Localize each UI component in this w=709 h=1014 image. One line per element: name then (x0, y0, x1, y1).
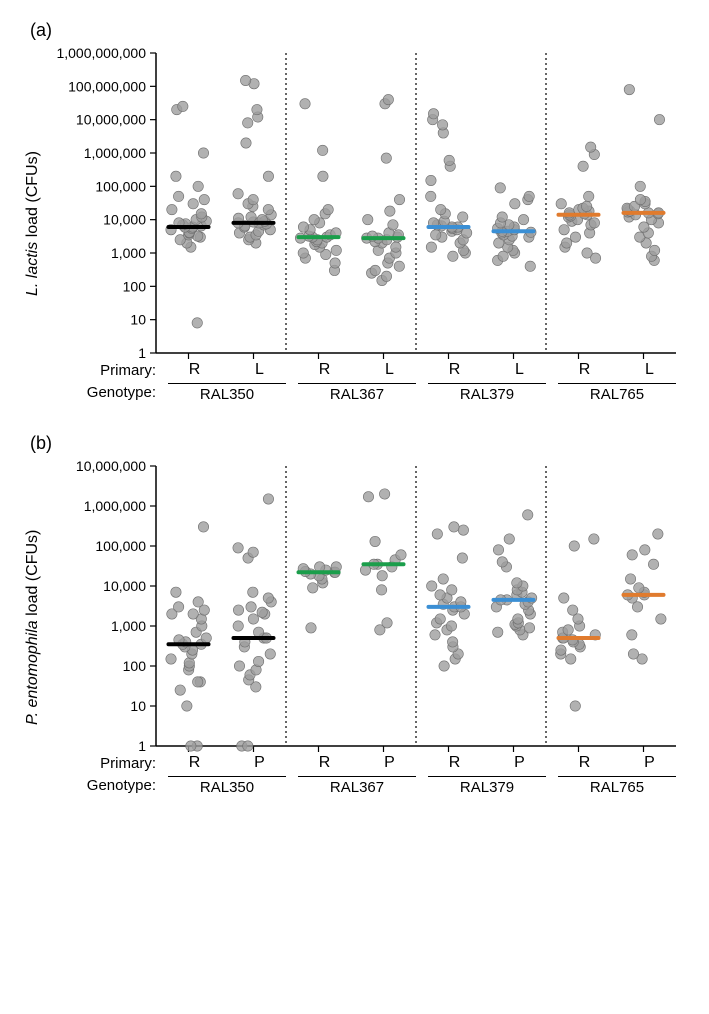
genotype-values: RAL350 RAL367 RAL379 RAL765 (162, 383, 682, 403)
svg-text:1: 1 (138, 738, 146, 752)
primary-level: R (552, 361, 617, 379)
genotype-underline (558, 776, 676, 777)
genotype-label: RAL765 (552, 383, 682, 403)
genotype-label: RAL367 (292, 383, 422, 403)
svg-text:1,000,000,000: 1,000,000,000 (56, 45, 146, 61)
panel-b-ylabel: P. entomophila load (CFUs) (20, 458, 46, 796)
svg-text:10: 10 (130, 698, 146, 714)
primary-level: R (162, 361, 227, 379)
panel-b: (b) P. entomophila load (CFUs) 1 10 100 1,0… (20, 433, 689, 796)
genotype-text: RAL350 (200, 386, 254, 403)
genotype-underline (168, 383, 286, 384)
genotype-label: RAL350 (162, 383, 292, 403)
svg-text:1: 1 (138, 345, 146, 359)
svg-text:100,000: 100,000 (95, 178, 146, 194)
genotype-underline (558, 383, 676, 384)
primary-level: R (422, 754, 487, 772)
panel-b-chartwrap: P. entomophila load (CFUs) 1 10 100 1,000 10… (20, 458, 689, 796)
genotype-underline (298, 776, 416, 777)
panel-b-ylabel-italic: P. entomophila (24, 620, 41, 725)
genotype-text: RAL765 (590, 386, 644, 403)
primary-level: L (227, 361, 292, 379)
primary-level: R (292, 361, 357, 379)
genotype-row: Genotype: RAL350 RAL367 RAL379 RAL765 (46, 774, 686, 796)
panel-b-chartarea: 1 10 100 1,000 10,000 100,000 1,000,000 10,000,… (46, 458, 686, 796)
svg-text:100: 100 (123, 278, 147, 294)
genotype-label: RAL765 (552, 776, 682, 796)
svg-text:1,000: 1,000 (111, 618, 146, 634)
panel-a-ylabel-rest: load (CFUs) (24, 152, 41, 243)
panel-a-ylabel-italic: L. lactis (24, 242, 41, 296)
genotype-text: RAL350 (200, 779, 254, 796)
genotype-row: Genotype: RAL350 RAL367 RAL379 RAL765 (46, 381, 686, 403)
panel-a: (a) L. lactis load (CFUs) 1 10 100 1,000 10,… (20, 20, 689, 403)
svg-text:1,000: 1,000 (111, 245, 146, 261)
panel-a-chartwrap: L. lactis load (CFUs) 1101001,00010,0001… (20, 45, 689, 403)
primary-level: P (357, 754, 422, 772)
primary-level: P (227, 754, 292, 772)
panel-b-label: (b) (30, 433, 689, 454)
genotype-label: RAL367 (292, 776, 422, 796)
primary-values: RPRPRPRP (162, 754, 682, 772)
genotype-underline (298, 383, 416, 384)
primary-level: L (617, 361, 682, 379)
genotype-key: Genotype: (46, 384, 162, 401)
panel-b-ylabel-rest: load (CFUs) (24, 529, 41, 620)
svg-text:100: 100 (123, 658, 147, 674)
panel-a-ylabel: L. lactis load (CFUs) (20, 45, 46, 403)
panel-a-chartarea: 1 10 100 1,000 10,000 100,000 1,000,000 10,000,… (46, 45, 686, 403)
svg-text:10,000: 10,000 (103, 212, 146, 228)
genotype-underline (428, 776, 546, 777)
primary-level: L (487, 361, 552, 379)
genotype-text: RAL367 (330, 386, 384, 403)
svg-text:10,000,000: 10,000,000 (76, 458, 146, 474)
svg-text:10,000,000: 10,000,000 (76, 112, 146, 128)
genotype-underline (168, 776, 286, 777)
primary-level: R (292, 754, 357, 772)
panel-a-bottom: Primary:RLRLRLRLGenotype:RAL350RAL367RAL… (46, 361, 686, 403)
primary-row: Primary:RLRLRLRL (46, 361, 686, 379)
primary-key: Primary: (46, 755, 162, 772)
primary-key: Primary: (46, 362, 162, 379)
primary-row: Primary:RPRPRPRP (46, 754, 686, 772)
svg-text:10: 10 (130, 312, 146, 328)
genotype-text: RAL367 (330, 779, 384, 796)
svg-text:100,000,000: 100,000,000 (68, 78, 146, 94)
genotype-text: RAL379 (460, 386, 514, 403)
genotype-values: RAL350 RAL367 RAL379 RAL765 (162, 776, 682, 796)
primary-level: L (357, 361, 422, 379)
genotype-underline (428, 383, 546, 384)
primary-level: R (162, 754, 227, 772)
genotype-key: Genotype: (46, 777, 162, 794)
primary-level: P (617, 754, 682, 772)
panel-b-bottom: Primary:RPRPRPRPGenotype:RAL350RAL367RAL… (46, 754, 686, 796)
panel-b-svg: 1 10 100 1,000 10,000 100,000 1,000,000 10,000,… (46, 458, 686, 752)
primary-values: RLRLRLRL (162, 361, 682, 379)
genotype-label: RAL379 (422, 776, 552, 796)
primary-level: R (422, 361, 487, 379)
svg-text:100,000: 100,000 (95, 538, 146, 554)
svg-text:1,000,000: 1,000,000 (84, 145, 146, 161)
panel-a-svg: 1 10 100 1,000 10,000 100,000 1,000,000 10,000,… (46, 45, 686, 359)
svg-text:1,000,000: 1,000,000 (84, 498, 146, 514)
primary-level: P (487, 754, 552, 772)
genotype-label: RAL379 (422, 383, 552, 403)
genotype-text: RAL379 (460, 779, 514, 796)
primary-level: R (552, 754, 617, 772)
genotype-label: RAL350 (162, 776, 292, 796)
genotype-text: RAL765 (590, 779, 644, 796)
svg-text:10,000: 10,000 (103, 578, 146, 594)
panel-a-label: (a) (30, 20, 689, 41)
